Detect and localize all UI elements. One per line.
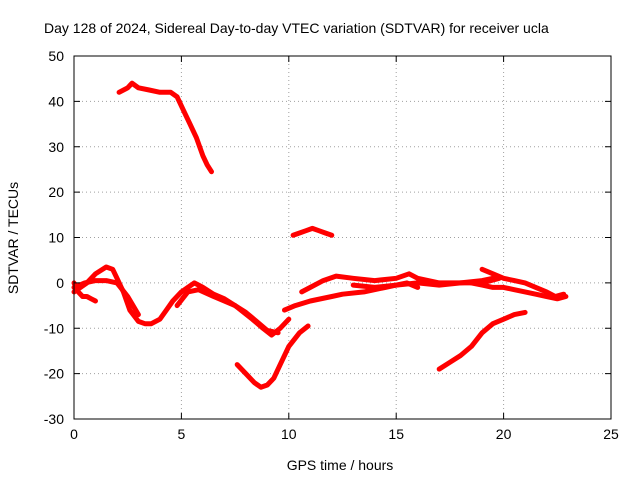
x-tick-label: 20 [496, 426, 512, 442]
y-tick-label: 50 [48, 48, 64, 64]
x-tick-label: 0 [70, 426, 78, 442]
x-axis-label: GPS time / hours [287, 457, 394, 473]
y-tick-label: -10 [44, 320, 64, 336]
series-line-arc-13 [436, 309, 528, 372]
x-tick-label: 25 [603, 426, 619, 442]
series-line-arc-6 [290, 225, 335, 238]
series-line-arc-9 [350, 275, 496, 290]
y-tick-label: 0 [56, 275, 64, 291]
series-line-arc-5 [174, 287, 292, 338]
y-tick-label: 30 [48, 139, 64, 155]
grid-layer [74, 56, 611, 419]
x-tick-label: 10 [281, 426, 297, 442]
axes-layer: 0 5 10 15 20 25 -30 -20 -10 0 10 20 30 40 50 [44, 48, 619, 442]
chart-title: Day 128 of 2024, Sidereal Day-to-day VTE… [44, 20, 549, 36]
series-layer [71, 80, 569, 390]
series-line-arc-11 [468, 280, 569, 302]
y-axis-label: SDTVAR / TECUs [5, 182, 21, 294]
y-tick-label: -20 [44, 366, 64, 382]
series-line-arc-10 [479, 266, 567, 299]
x-tick-label: 5 [178, 426, 186, 442]
y-tick-label: -30 [44, 411, 64, 427]
series-line-arc-4 [71, 278, 141, 318]
y-tick-label: 20 [48, 184, 64, 200]
series-line-arc-1 [116, 80, 214, 175]
series-line-arc-3 [71, 264, 281, 336]
x-tick-label: 15 [388, 426, 404, 442]
y-tick-label: 10 [48, 230, 64, 246]
y-tick-label: 40 [48, 93, 64, 109]
series-line-arc-12 [234, 323, 311, 390]
